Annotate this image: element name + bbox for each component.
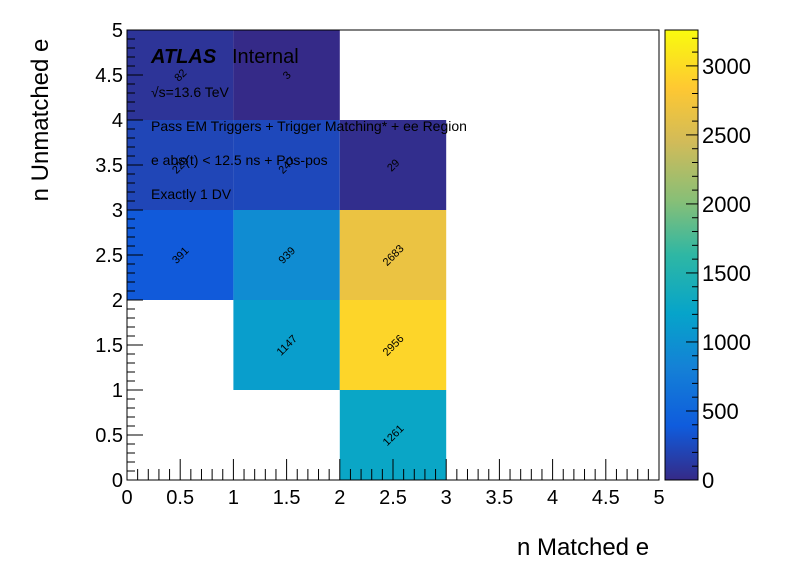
y-tick-label: 5 [112, 20, 123, 42]
colorbar-tick-label: 500 [702, 399, 739, 424]
colorbar-tick-label: 2000 [702, 192, 751, 217]
x-tick-label: 4 [547, 487, 558, 509]
heatmap-cell [127, 210, 234, 300]
y-tick-label: 2.5 [95, 245, 123, 267]
internal-label: Internal [232, 46, 299, 68]
y-tick-label: 3.5 [95, 155, 123, 177]
x-tick-label: 2 [334, 487, 345, 509]
x-tick-label: 3 [441, 487, 452, 509]
y-tick-label: 0.5 [95, 425, 123, 447]
axes: 0 0.5 1 1.5 2 2.5 3 3.5 4 4.5 5 0 0.5 1 1.5 2 2.5 3 3.5 4 4.… [95, 20, 664, 509]
selection-line-2: e abs(t) < 12.5 ns + Pos-pos [151, 152, 328, 168]
y-tick-label: 1 [112, 380, 123, 402]
colorbar-axis: 0 500 1000 1500 2000 2500 3000 [686, 37, 751, 493]
colorbar-tick-label: 3000 [702, 54, 751, 79]
heatmap-cell [233, 210, 340, 300]
colorbar-tick-label: 1500 [702, 261, 751, 286]
atlas-label: ATLAS [150, 46, 217, 68]
colorbar-tick-label: 1000 [702, 330, 751, 355]
selection-line-1: Pass EM Triggers + Trigger Matching* + e… [151, 118, 467, 134]
y-tick-label: 3 [112, 200, 123, 222]
x-tick-label: 5 [653, 487, 664, 509]
heatmap-cell [233, 30, 340, 120]
annotation-block: ATLAS Internal √s=13.6 TeV Pass EM Trigg… [150, 46, 467, 202]
y-tick-label: 1.5 [95, 335, 123, 357]
heatmap-cell [127, 120, 234, 210]
x-tick-label: 4.5 [592, 487, 620, 509]
heatmap-cell [339, 120, 447, 210]
x-tick-label: 3.5 [485, 487, 513, 509]
x-tick-label: 1.5 [273, 487, 301, 509]
selection-line-3: Exactly 1 DV [151, 186, 232, 202]
x-tick-label: 0 [121, 487, 132, 509]
x-axis-label: n Matched e [517, 534, 649, 561]
heatmap-cells [127, 30, 447, 480]
y-axis-label: n Unmatched e [27, 39, 54, 202]
y-tick-label: 4 [112, 110, 123, 132]
heatmap-cell [233, 120, 340, 210]
x-tick-label: 1 [228, 487, 239, 509]
energy-label: √s=13.6 TeV [151, 84, 230, 100]
heatmap-cell [127, 30, 234, 120]
colorbar-tick-label: 0 [702, 468, 714, 493]
heatmap-cell [233, 300, 340, 390]
y-tick-label: 0 [112, 470, 123, 492]
y-tick-label: 4.5 [95, 65, 123, 87]
heatmap-cell [339, 300, 447, 390]
heatmap-cell [339, 210, 447, 300]
colorbar-tick-label: 2500 [702, 123, 751, 148]
colorbar [664, 29, 699, 481]
x-tick-label: 0.5 [166, 487, 194, 509]
x-tick-label: 2.5 [379, 487, 407, 509]
y-tick-label: 2 [112, 290, 123, 312]
